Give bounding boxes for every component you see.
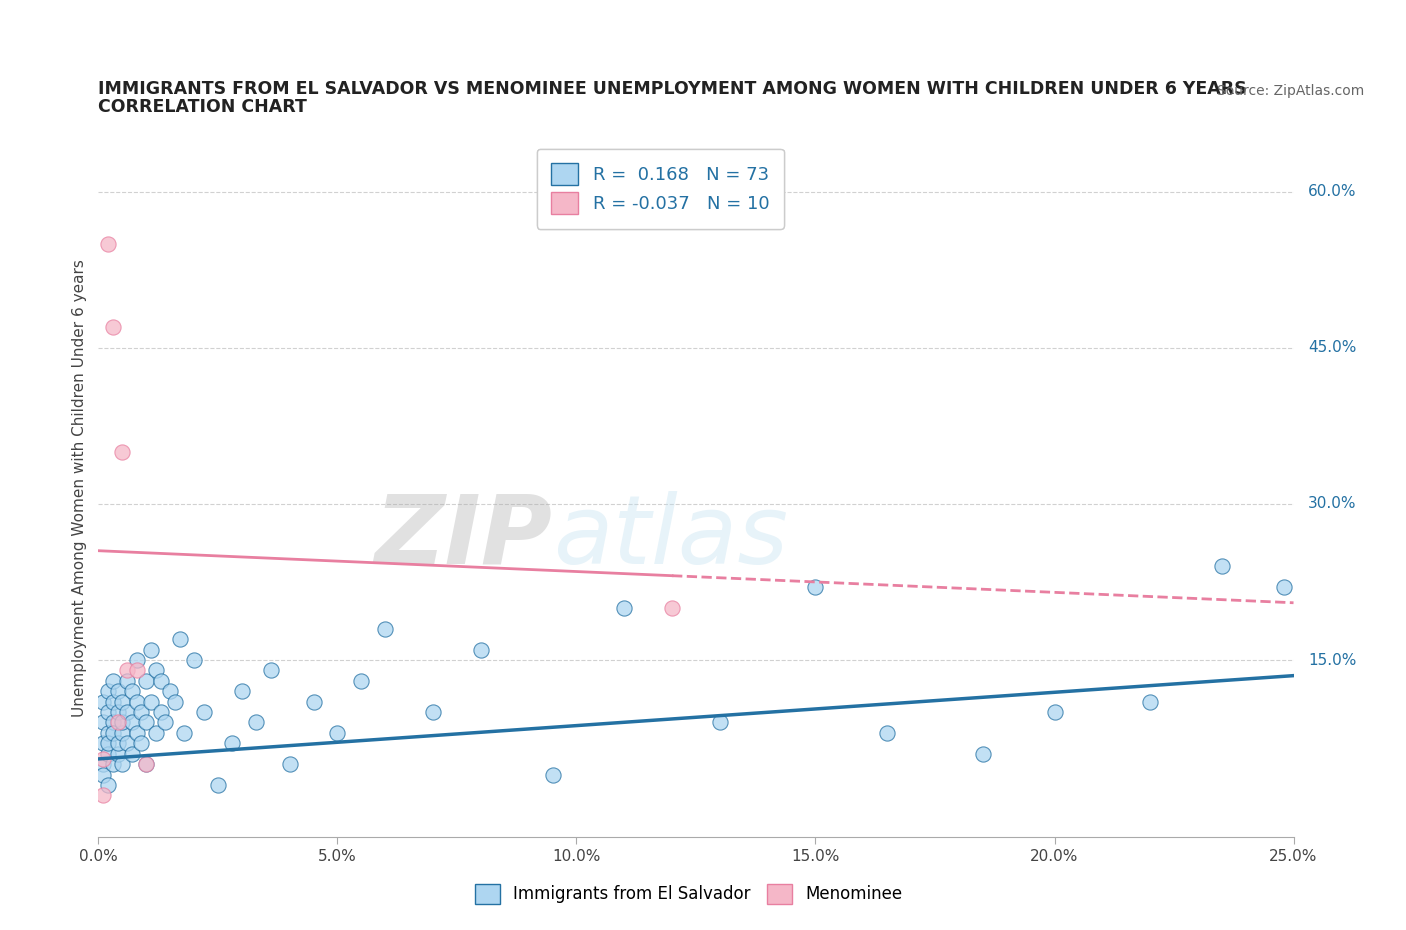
Point [91, 788, 114, 803]
Point [97, 705, 120, 720]
Point [183, 653, 205, 668]
Text: CORRELATION CHART: CORRELATION CHART [98, 99, 308, 116]
Point [259, 663, 281, 678]
Point [1043, 705, 1066, 720]
Point [125, 694, 148, 709]
Point [135, 673, 157, 688]
Point [115, 736, 138, 751]
Point [245, 715, 267, 730]
Point [145, 725, 167, 740]
Point [97, 684, 120, 698]
Point [121, 746, 143, 761]
Point [1211, 559, 1233, 574]
Point [470, 643, 492, 658]
Point [111, 725, 134, 740]
Legend: R =  0.168   N = 73, R = -0.037   N = 10: R = 0.168 N = 73, R = -0.037 N = 10 [537, 149, 783, 229]
Point [374, 621, 396, 636]
Point [163, 694, 186, 709]
Point [121, 684, 143, 698]
Point [173, 725, 195, 740]
Point [91, 757, 114, 772]
Point [613, 601, 636, 616]
Point [804, 579, 827, 594]
Point [125, 663, 148, 678]
Point [97, 777, 120, 792]
Y-axis label: Unemployment Among Women with Children Under 6 years: Unemployment Among Women with Children U… [72, 259, 87, 717]
Point [115, 663, 138, 678]
Point [1272, 579, 1295, 594]
Point [231, 684, 253, 698]
Point [155, 715, 177, 730]
Point [221, 736, 243, 751]
Point [145, 663, 167, 678]
Point [115, 705, 138, 720]
Point [350, 673, 373, 688]
Point [169, 631, 191, 646]
Point [101, 757, 124, 772]
Legend: Immigrants from El Salvador, Menominee: Immigrants from El Salvador, Menominee [467, 875, 911, 912]
Point [111, 694, 134, 709]
Point [91, 715, 114, 730]
Point [125, 653, 148, 668]
Text: 60.0%: 60.0% [1308, 184, 1357, 199]
Point [91, 767, 114, 782]
Point [139, 643, 162, 658]
Point [107, 705, 129, 720]
Point [159, 684, 181, 698]
Point [97, 746, 120, 761]
Point [278, 757, 301, 772]
Point [125, 725, 148, 740]
Point [135, 715, 157, 730]
Point [302, 694, 325, 709]
Point [111, 445, 134, 459]
Point [97, 725, 120, 740]
Point [91, 694, 114, 709]
Point [115, 673, 138, 688]
Point [107, 715, 129, 730]
Point [135, 757, 157, 772]
Point [101, 725, 124, 740]
Point [101, 319, 124, 334]
Point [101, 715, 124, 730]
Text: ZIP: ZIP [374, 491, 553, 584]
Point [121, 715, 143, 730]
Point [101, 673, 124, 688]
Text: IMMIGRANTS FROM EL SALVADOR VS MENOMINEE UNEMPLOYMENT AMONG WOMEN WITH CHILDREN : IMMIGRANTS FROM EL SALVADOR VS MENOMINEE… [98, 80, 1247, 98]
Point [709, 715, 731, 730]
Text: atlas: atlas [553, 491, 787, 584]
Point [91, 751, 114, 766]
Point [97, 736, 120, 751]
Point [131, 705, 153, 720]
Text: Source: ZipAtlas.com: Source: ZipAtlas.com [1216, 84, 1364, 98]
Point [1139, 694, 1161, 709]
Point [91, 736, 114, 751]
Point [139, 694, 162, 709]
Point [207, 777, 229, 792]
Point [326, 725, 349, 740]
Point [972, 746, 994, 761]
Point [149, 705, 172, 720]
Point [107, 736, 129, 751]
Point [135, 757, 157, 772]
Point [876, 725, 898, 740]
Point [107, 746, 129, 761]
Point [661, 601, 683, 616]
Text: 45.0%: 45.0% [1308, 340, 1357, 355]
Point [422, 705, 444, 720]
Point [101, 694, 124, 709]
Point [111, 715, 134, 730]
Text: 30.0%: 30.0% [1308, 497, 1357, 512]
Point [541, 767, 564, 782]
Text: 15.0%: 15.0% [1308, 653, 1357, 668]
Point [107, 684, 129, 698]
Point [149, 673, 172, 688]
Point [131, 736, 153, 751]
Point [193, 705, 215, 720]
Point [97, 236, 120, 251]
Point [111, 757, 134, 772]
